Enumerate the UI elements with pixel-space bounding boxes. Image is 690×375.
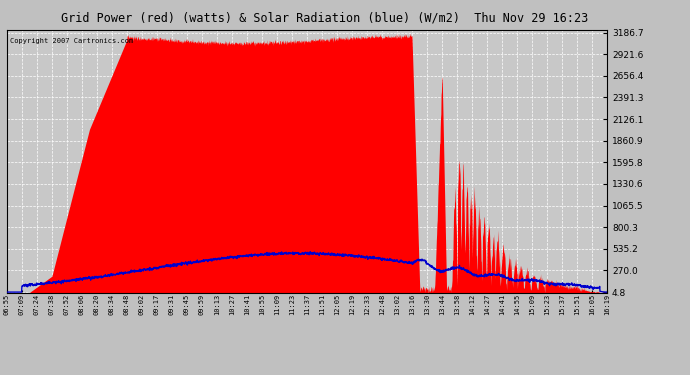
Text: Grid Power (red) (watts) & Solar Radiation (blue) (W/m2)  Thu Nov 29 16:23: Grid Power (red) (watts) & Solar Radiati… [61, 11, 588, 24]
Text: Copyright 2007 Cartronics.com: Copyright 2007 Cartronics.com [10, 38, 133, 44]
